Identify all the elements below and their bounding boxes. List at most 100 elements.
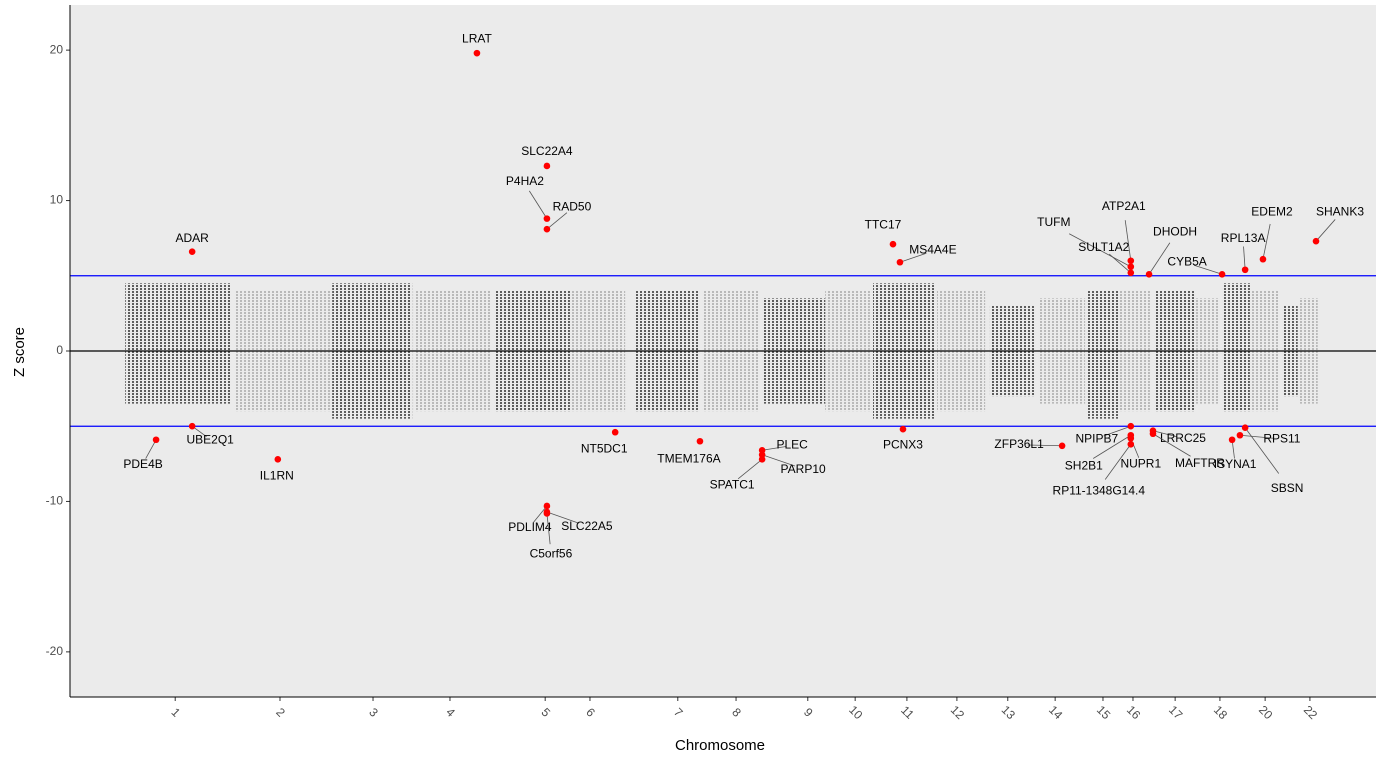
leader-line: [1243, 246, 1246, 270]
gene-label: ADAR: [175, 231, 209, 245]
significant-point: [889, 240, 897, 248]
significant-point: [1127, 269, 1135, 277]
gene-label: C5orf56: [530, 547, 573, 561]
significant-point: [543, 225, 551, 233]
gene-label: ATP2A1: [1102, 199, 1146, 213]
gene-label: PDE4B: [123, 457, 162, 471]
significant-point: [1312, 237, 1320, 245]
leader-line: [1108, 253, 1132, 274]
y-tick-label: -10: [46, 494, 64, 508]
gene-label: LRRC25: [1160, 431, 1206, 445]
x-tick-label: 9: [801, 705, 816, 720]
gene-label: PLEC: [776, 437, 808, 451]
gene-label: SLC22A4: [521, 144, 573, 158]
significant-point: [188, 422, 196, 430]
x-tick-label: 13: [999, 703, 1019, 723]
gene-label: NPIPB7: [1075, 431, 1118, 445]
gene-label: ZFP36L1: [994, 437, 1044, 451]
leader-line: [1262, 223, 1271, 260]
y-axis-title: Z score: [11, 327, 28, 377]
gene-label: UBE2Q1: [186, 432, 234, 446]
gene-label: RPS11: [1263, 431, 1300, 445]
significant-point: [1127, 434, 1135, 442]
x-tick-label: 6: [583, 705, 598, 720]
leader-line: [145, 439, 157, 459]
point-cluster: [125, 283, 230, 404]
x-tick-label: 8: [729, 705, 744, 720]
leader-line: [1027, 444, 1063, 447]
x-tick-label: 10: [846, 703, 866, 723]
x-tick-label: 1: [168, 705, 183, 720]
point-cluster: [1086, 290, 1120, 419]
significant-point: [1127, 422, 1135, 430]
significant-point: [543, 502, 551, 510]
significant-point: [1259, 255, 1267, 263]
significant-point: [611, 428, 619, 436]
significant-point: [473, 49, 481, 57]
significant-point: [696, 437, 704, 445]
gene-label: TTC17: [865, 217, 902, 231]
leader-line: [1244, 427, 1280, 474]
x-tick-label: 15: [1094, 703, 1114, 723]
x-tick-label: 12: [948, 703, 968, 723]
gene-label: TUFM: [1037, 215, 1070, 229]
leader-line: [528, 190, 548, 219]
leader-line: [1148, 242, 1171, 275]
point-cluster: [1222, 283, 1250, 412]
gene-label: RAD50: [553, 199, 592, 213]
x-tick-label: 16: [1124, 703, 1144, 723]
leader-line: [737, 459, 763, 480]
y-tick-label: 0: [56, 343, 63, 357]
x-tick-label: 3: [366, 705, 381, 720]
gene-label: NT5DC1: [581, 441, 628, 455]
significant-point: [758, 446, 766, 454]
leader-line: [546, 511, 580, 524]
gene-label: SULT1A2: [1078, 240, 1129, 254]
y-tick-label: -20: [46, 644, 64, 658]
gene-label: CYB5A: [1167, 254, 1206, 268]
gene-label: PDLIM4: [508, 520, 552, 534]
significant-point: [543, 162, 551, 170]
significant-point: [1236, 431, 1244, 439]
gene-label: SPATC1: [710, 477, 755, 491]
significant-point: [1127, 440, 1135, 448]
gene-label: PARP10: [781, 462, 826, 476]
significant-point: [274, 456, 282, 463]
significant-point: [1145, 270, 1153, 278]
leader-line: [1092, 434, 1132, 459]
leader-line: [1239, 434, 1274, 439]
significant-point: [758, 451, 766, 459]
significant-point: [1218, 270, 1226, 278]
gene-label: RPL13A: [1221, 231, 1266, 245]
y-tick-label: 10: [50, 193, 64, 207]
x-tick-label: 18: [1211, 703, 1231, 723]
y-tick-label: 20: [50, 42, 64, 56]
leader-line: [1124, 220, 1132, 261]
gene-label: LRAT: [462, 31, 492, 45]
gene-label: ISYNA1: [1214, 457, 1257, 471]
leader-line: [546, 212, 568, 230]
leader-line: [1069, 233, 1131, 268]
leader-line: [1152, 430, 1178, 438]
gene-label: EDEM2: [1251, 204, 1293, 218]
leader-line: [1103, 425, 1131, 437]
gene-label: SHANK3: [1316, 204, 1364, 218]
significant-point: [152, 436, 160, 444]
x-tick-label: 20: [1256, 703, 1276, 723]
significant-point: [188, 248, 196, 256]
significant-point: [1241, 424, 1249, 432]
significant-point: [543, 510, 551, 517]
gene-label: PCNX3: [883, 437, 923, 451]
significant-point: [543, 215, 551, 222]
leader-line: [1152, 433, 1191, 457]
significant-point: [899, 425, 907, 433]
x-tick-label: 14: [1046, 703, 1066, 723]
gene-label: SH2B1: [1065, 458, 1103, 472]
x-tick-label: 5: [538, 705, 553, 720]
significant-point: [1127, 263, 1135, 271]
significant-point: [758, 456, 766, 463]
x-tick-label: 4: [443, 705, 458, 720]
gene-label: RP11-1348G14.4: [1053, 483, 1146, 497]
gene-label: SLC22A5: [561, 519, 613, 533]
